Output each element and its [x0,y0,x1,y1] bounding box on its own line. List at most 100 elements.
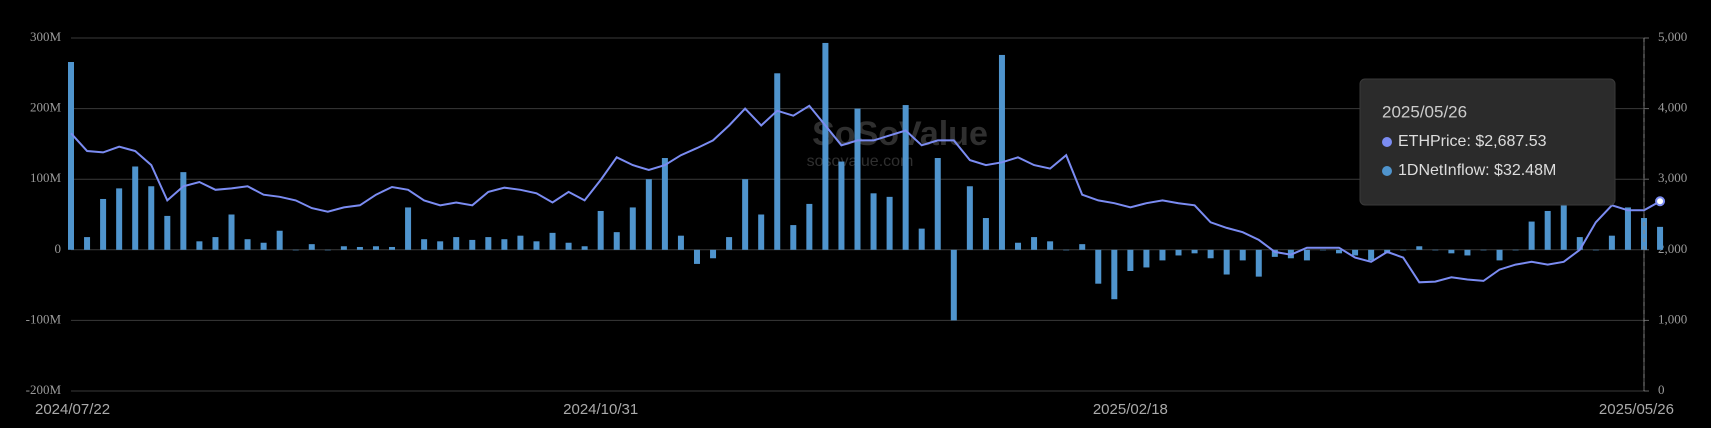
bar [1095,249,1102,284]
bar [405,207,412,250]
bar [1544,210,1551,250]
bar [1143,249,1150,268]
bar [469,239,476,250]
x-tick-label: 2024/07/22 [35,401,110,418]
bar [629,207,636,250]
bar [1560,193,1567,250]
y-tick-label: -200M [26,382,62,397]
bar [774,73,781,250]
bar [742,179,749,250]
bar [1319,249,1326,251]
bar [1111,249,1118,300]
bar [1464,249,1471,256]
bar [1448,249,1455,254]
bar [244,239,251,250]
bar [1047,241,1054,250]
y-tick-label: 0 [55,241,62,256]
bar [1528,221,1535,250]
bar [838,161,845,250]
bar [453,237,460,250]
tooltip-date: 2025/05/26 [1382,102,1467,121]
marks [68,42,1666,321]
bar [581,246,588,250]
bar [934,158,941,250]
bar [1223,249,1230,275]
bar [1063,249,1070,251]
bar [1239,249,1246,261]
bar [950,249,957,321]
bar [822,42,829,250]
bar [677,235,684,250]
y2-tick-label: 1,000 [1658,311,1687,326]
bar [661,158,668,250]
bar [902,105,909,250]
y-tick-label: -100M [26,311,62,326]
bar [1255,249,1262,277]
bar [1303,249,1310,261]
bar [485,237,492,250]
bar [340,246,347,250]
bar [1496,249,1503,261]
bar [1159,249,1166,261]
bar [1657,226,1664,250]
bar [212,237,219,250]
bar [1624,207,1631,250]
bar [501,239,508,250]
bar [918,228,925,250]
tooltip-dot [1382,137,1392,147]
bar [292,249,299,251]
bar [1079,244,1086,250]
y-tick-label: 300M [30,29,62,44]
bar [389,246,396,250]
bar [1207,249,1214,259]
tooltip: 2025/05/26 ETHPrice: $2,687.53 1DNetInfl… [1359,78,1616,206]
highlight-point [1655,196,1666,207]
bar [1336,249,1343,254]
bar [1175,249,1182,256]
bar [372,246,379,250]
bar [870,193,877,250]
bar [645,179,652,250]
bar [806,203,813,250]
y-tick-label: 100M [30,170,62,185]
bar [132,166,139,250]
watermark-title: SoSoValue [812,115,988,153]
y-tick-label: 200M [30,100,62,115]
bar [613,232,620,250]
bar [854,108,861,250]
y2-tick-label: 2,000 [1658,241,1687,256]
bar [1432,249,1439,251]
bar [308,244,315,250]
bar [1400,249,1407,251]
bar [1191,249,1198,254]
tooltip-item: ETHPrice: $2,687.53 [1398,133,1547,150]
bar [148,186,155,250]
bar [1015,242,1022,250]
y2-tick-label: 3,000 [1658,170,1687,185]
bar [68,62,74,250]
bar [1271,249,1278,257]
bar [966,186,973,250]
tooltip-box [1359,78,1616,206]
price-line [70,104,1661,284]
bar [437,241,444,250]
bar [533,241,540,250]
bar [886,196,893,250]
bar [100,198,107,250]
bar [356,246,363,250]
bar [565,242,572,250]
bar [1592,249,1599,251]
bar [1576,237,1583,250]
bar [1608,235,1615,250]
x-tick-label: 2025/02/18 [1093,401,1168,418]
y2-tick-label: 0 [1658,382,1665,397]
bar [1031,237,1038,250]
bar [164,215,171,250]
bar [982,218,989,250]
bar [116,188,123,250]
x-tick-label: 2024/10/31 [563,401,638,418]
y2-tick-label: 5,000 [1658,29,1687,44]
bar [1127,249,1134,271]
x-tick-label: 2025/05/26 [1599,401,1674,418]
